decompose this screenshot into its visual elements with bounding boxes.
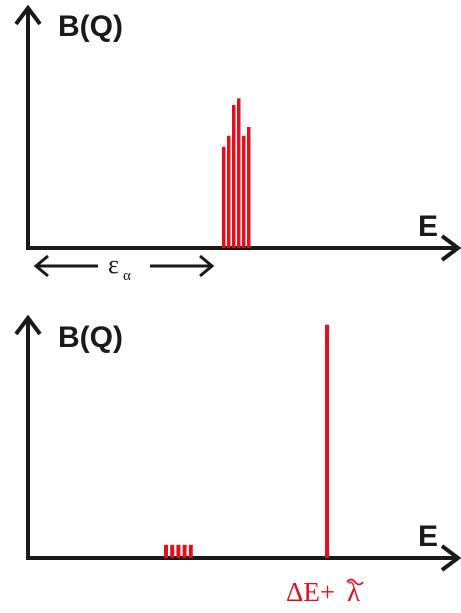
bottom-x-axis-arrowhead [440,544,461,572]
top-bars-group [222,98,251,249]
gap-arrow-right-head [199,254,215,278]
top-y-axis-label: B(Q) [58,10,123,43]
bottom-small-bar-4 [182,544,187,558]
top-x-axis-label: E [418,210,438,243]
bottom-small-bars-group [164,544,193,558]
gap-arrow-left-head [33,254,49,278]
bottom-small-bar-3 [176,544,181,558]
top-strength-bar-6 [247,127,251,248]
bottom-panel: B(Q) E ΔE+ λ [14,314,461,607]
gap-label-subscript: α [123,268,131,284]
top-strength-bar-3 [232,105,236,248]
bottom-small-bar-5 [188,544,193,558]
top-x-axis-arrowhead [440,234,461,262]
bottom-small-bar-2 [170,544,175,558]
peak-label-tilde [346,578,364,586]
top-panel: B(Q) E ε α [14,4,461,284]
top-strength-bar-5 [242,135,246,248]
gap-label: ε [108,250,119,279]
bottom-small-bar-1 [164,544,168,558]
bottom-y-axis-arrowhead [14,314,42,336]
collective-peak-bar [325,324,329,558]
bottom-x-axis-label: E [418,520,438,553]
top-y-axis-arrowhead [14,4,42,26]
top-strength-bar-4 [237,98,241,249]
top-strength-bar-2 [227,135,231,248]
top-strength-bar-1 [222,146,226,248]
peak-label: ΔE+ [286,577,335,607]
bottom-y-axis-label: B(Q) [58,321,123,354]
